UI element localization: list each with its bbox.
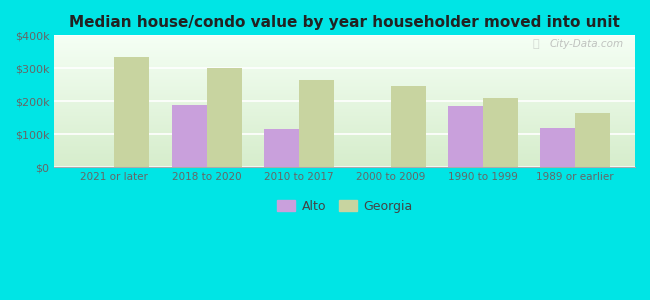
Text: ⓘ: ⓘ — [532, 39, 540, 49]
Bar — [575, 113, 610, 167]
Bar — [575, 113, 610, 167]
Bar — [114, 57, 150, 167]
Bar — [298, 80, 333, 167]
Bar — [483, 98, 518, 167]
Bar — [540, 128, 575, 167]
Bar — [391, 86, 426, 167]
Bar — [298, 80, 333, 167]
Bar — [483, 98, 518, 167]
Bar — [207, 68, 242, 167]
Bar — [114, 57, 150, 167]
Title: Median house/condo value by year householder moved into unit: Median house/condo value by year househo… — [70, 15, 620, 30]
Bar — [172, 105, 207, 167]
Bar — [264, 129, 298, 167]
Bar — [207, 68, 242, 167]
Bar — [391, 86, 426, 167]
Bar — [172, 105, 207, 167]
Bar — [448, 106, 483, 167]
Legend: Alto, Georgia: Alto, Georgia — [273, 196, 417, 216]
Bar — [448, 106, 483, 167]
Bar — [264, 129, 298, 167]
Bar — [540, 128, 575, 167]
Text: City-Data.com: City-Data.com — [549, 39, 623, 49]
